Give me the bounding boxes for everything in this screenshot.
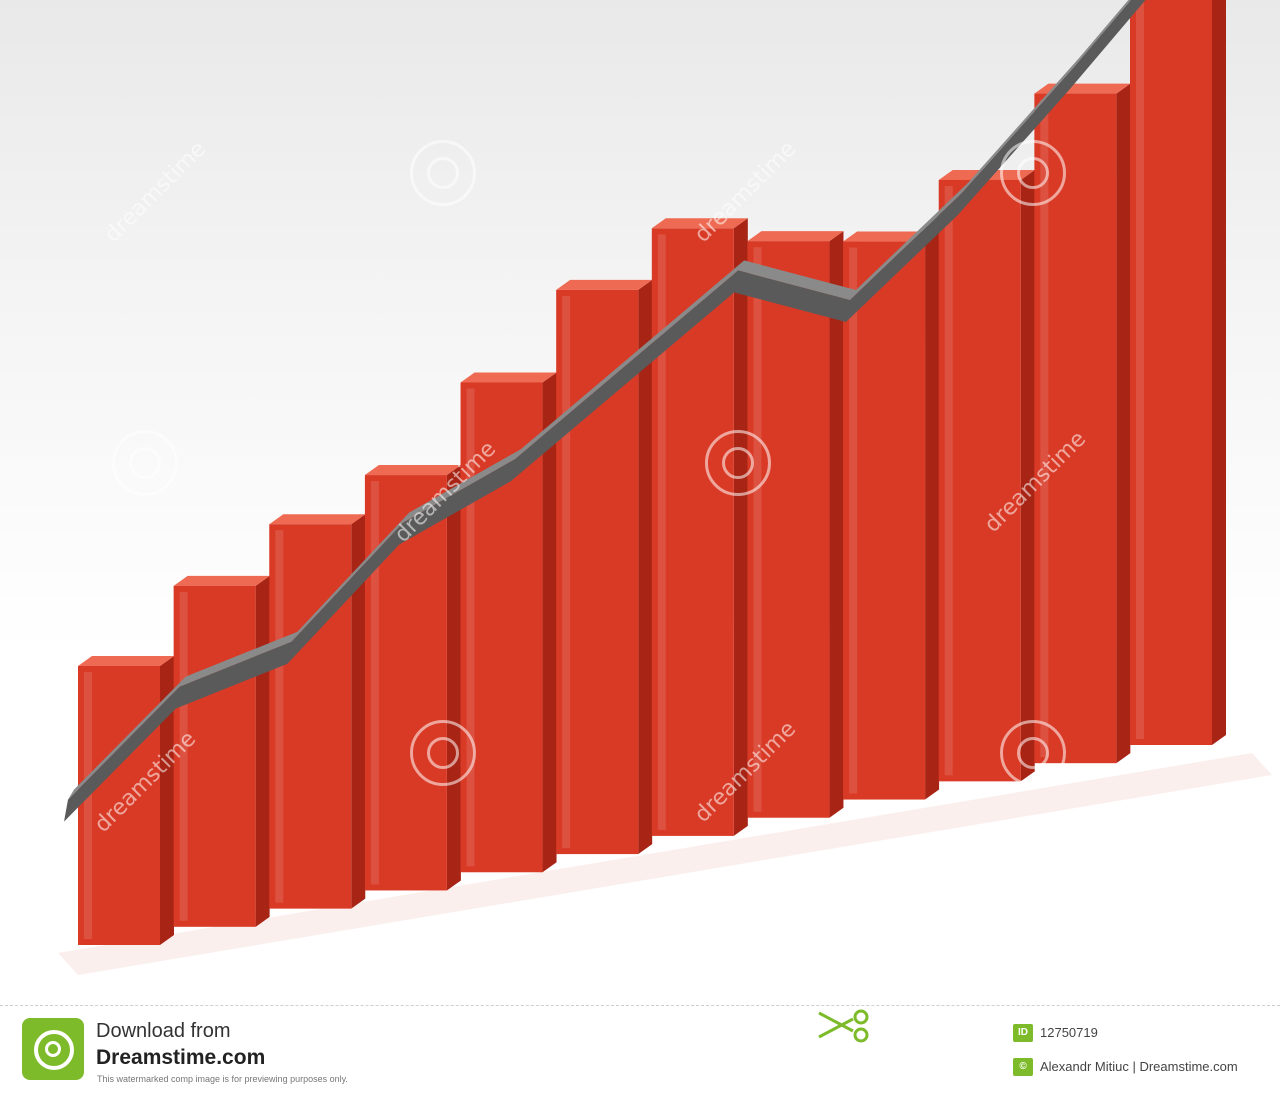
bar-top: [460, 372, 557, 383]
bar-top: [556, 279, 653, 290]
bar-front: [173, 585, 256, 927]
bar-front: [1130, 0, 1212, 746]
bar: [173, 575, 270, 927]
bar-top: [173, 575, 270, 586]
bar: [938, 169, 1035, 782]
bar-top: [651, 218, 748, 229]
bar-top: [364, 465, 461, 476]
chart-area: dreamstime dreamstime dreamstime dreamst…: [0, 0, 1280, 1005]
bar-side: [542, 372, 557, 873]
download-label: Download from: [96, 1020, 231, 1042]
bar-highlight: [84, 672, 92, 939]
bar-highlight: [370, 481, 379, 885]
bar-highlight: [944, 185, 953, 776]
bar-highlight: [1136, 0, 1144, 740]
bar-highlight: [753, 247, 762, 812]
bar-highlight: [275, 530, 284, 903]
bar-front: [747, 241, 830, 818]
bar-side: [1116, 83, 1131, 764]
ground-reflection: [58, 753, 1272, 975]
preview-notice: This watermarked comp image is for previ…: [97, 1074, 348, 1084]
bar: [269, 514, 366, 909]
bar-side: [351, 514, 366, 909]
dreamstime-logo-icon: [22, 1018, 84, 1080]
bar-front: [938, 179, 1021, 782]
copyright-icon: ©: [1013, 1058, 1033, 1076]
bar-side: [160, 656, 174, 945]
id-badge: ID: [1013, 1024, 1033, 1042]
bar-top: [747, 231, 844, 242]
bar-top: [269, 514, 366, 525]
bar-side: [1020, 169, 1035, 782]
bar: [1130, 0, 1226, 746]
bar-highlight: [562, 295, 571, 849]
bar-highlight: [179, 591, 188, 921]
image-id: 12750719: [1040, 1025, 1098, 1040]
bar-side: [446, 465, 461, 891]
bar: [78, 656, 174, 945]
bar-side: [1212, 0, 1226, 745]
bar-chart: [58, 0, 1272, 975]
bar-side: [255, 575, 270, 927]
bar-highlight: [657, 234, 666, 830]
bar-highlight: [1040, 99, 1049, 758]
bar: [1034, 83, 1131, 764]
bar-side: [638, 279, 653, 855]
bar-front: [843, 241, 926, 800]
bar: [747, 231, 844, 818]
bar-side: [733, 218, 748, 836]
scissors-icon: [818, 1009, 869, 1043]
stock-footer: Download from Dreamstime.com This waterm…: [0, 1005, 1280, 1096]
bar-front: [269, 524, 352, 909]
bar-side: [925, 231, 940, 800]
bar-top: [78, 656, 174, 666]
bar-front: [78, 666, 160, 945]
bar-highlight: [466, 388, 475, 867]
bar-front: [364, 475, 447, 891]
bar-side: [829, 231, 844, 818]
bar-highlight: [849, 247, 858, 794]
site-name[interactable]: Dreamstime.com: [96, 1046, 266, 1069]
bar: [843, 231, 940, 800]
author-credit: Alexandr Mitiuc | Dreamstime.com: [1040, 1059, 1238, 1074]
